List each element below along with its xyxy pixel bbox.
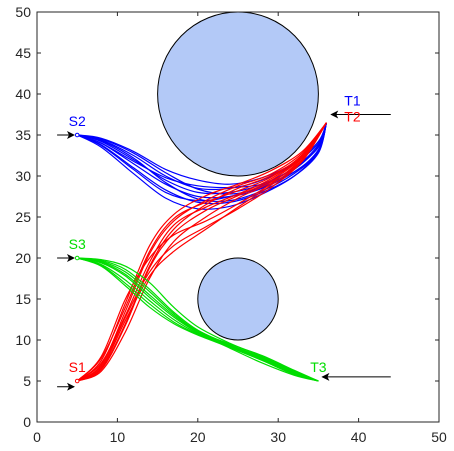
trajectory-line (77, 257, 319, 382)
trajectory-line (77, 257, 319, 382)
x-tick-label: 0 (33, 429, 41, 445)
trajectory-series-3 (77, 257, 319, 382)
x-tick-label: 30 (270, 429, 286, 445)
y-tick-label: 5 (23, 373, 31, 389)
markers-layer (74, 132, 80, 384)
y-tick-label: 15 (15, 291, 31, 307)
annotation-label-s2: S2 (69, 113, 86, 129)
annotation-label-t2: T2 (344, 109, 361, 125)
y-tick-label: 20 (15, 250, 31, 266)
obstacles-layer (157, 11, 319, 341)
annotation-label-s1: S1 (69, 359, 86, 375)
trajectory-line (76, 122, 327, 382)
trajectory-line (77, 257, 319, 382)
trajectory-line (77, 122, 328, 203)
annotation-label-t3: T3 (310, 359, 327, 375)
y-tick-label: 50 (15, 4, 31, 20)
series-layer (76, 122, 328, 382)
obstacle-circle-2 (197, 257, 279, 341)
trajectory-line (77, 257, 319, 382)
y-tick-label: 10 (15, 332, 31, 348)
trajectory-line (76, 122, 327, 382)
y-tick-label: 40 (15, 86, 31, 102)
y-axis-ticks: 0 5 10 15 20 25 30 35 40 45 50 (15, 4, 439, 430)
trajectory-line (77, 257, 319, 382)
trajectory-line (77, 257, 319, 382)
x-axis-ticks: 0 10 20 30 40 50 (33, 12, 447, 445)
obstacle-circle-1 (157, 11, 319, 177)
trajectory-line (77, 257, 319, 382)
x-tick-label: 10 (110, 429, 126, 445)
start-point-marker (74, 132, 80, 138)
trajectory-line (77, 122, 328, 189)
x-tick-label: 50 (431, 429, 447, 445)
x-tick-label: 40 (351, 429, 367, 445)
trajectory-line (76, 122, 327, 382)
trajectory-line (76, 122, 327, 382)
trajectory-line (76, 122, 328, 210)
annotation-label-s3: S3 (69, 236, 86, 252)
annotation-label-t1: T1 (344, 93, 361, 109)
x-tick-label: 20 (190, 429, 206, 445)
y-tick-label: 30 (15, 168, 31, 184)
trajectory-series-2 (76, 122, 327, 382)
arrows-layer (57, 110, 391, 391)
trajectory-line (76, 122, 327, 382)
trajectory-line (76, 122, 327, 382)
y-tick-label: 45 (15, 45, 31, 61)
y-tick-label: 0 (23, 414, 31, 430)
start-point-marker (74, 378, 80, 384)
y-tick-label: 35 (15, 127, 31, 143)
start-point-marker (74, 255, 80, 261)
y-tick-label: 25 (15, 209, 31, 225)
